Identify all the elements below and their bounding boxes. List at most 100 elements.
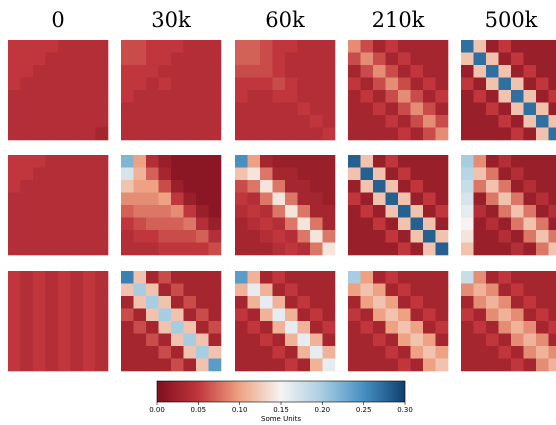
heatmap-cell xyxy=(385,180,399,193)
colorbar-tick-label: 0.00 xyxy=(149,406,165,414)
heatmap-cell xyxy=(285,155,298,168)
heatmap-cell xyxy=(423,90,436,103)
heatmap-cell xyxy=(121,242,134,256)
heatmap-cell xyxy=(310,127,323,141)
heatmap-cell xyxy=(70,358,84,372)
heatmap-cell xyxy=(20,358,34,372)
heatmap-cell xyxy=(58,127,71,141)
heatmap-cell xyxy=(435,358,449,372)
heatmap-cell xyxy=(208,358,222,372)
heatmap-cell xyxy=(83,90,96,103)
heatmap-cell xyxy=(511,127,524,141)
heatmap-cell xyxy=(498,77,512,91)
heatmap-cell xyxy=(511,205,524,218)
heatmap-cell xyxy=(523,230,537,243)
heatmap-cell xyxy=(285,346,298,359)
heatmap-cell xyxy=(83,115,96,128)
heatmap-cell xyxy=(473,127,487,141)
heatmap-cell xyxy=(348,230,361,243)
heatmap-cell xyxy=(8,192,21,206)
heatmap-cell xyxy=(348,167,361,181)
heatmap-cell xyxy=(183,296,197,309)
heatmap-cell xyxy=(548,296,556,309)
heatmap-cell xyxy=(498,90,512,103)
heatmap-cell xyxy=(297,308,311,322)
heatmap-cell xyxy=(385,321,399,334)
heatmap-cell xyxy=(121,102,134,116)
heatmap-cell xyxy=(410,321,424,334)
heatmap-cell xyxy=(8,102,21,116)
heatmap-cell xyxy=(196,192,209,206)
heatmap-cell xyxy=(548,65,556,78)
heatmap-cell xyxy=(297,127,311,141)
heatmap-cell xyxy=(70,217,84,231)
heatmap-cell xyxy=(523,40,537,53)
heatmap-cell xyxy=(171,90,184,103)
heatmap-cell xyxy=(511,52,524,66)
heatmap-cell xyxy=(297,358,311,372)
heatmap-cell xyxy=(498,102,512,116)
heatmap-cell xyxy=(20,283,34,297)
heatmap-cell xyxy=(146,127,159,141)
heatmap-cell xyxy=(423,283,436,297)
heatmap-cell xyxy=(360,167,374,181)
heatmap-cell xyxy=(260,167,273,181)
heatmap-cell xyxy=(8,346,21,359)
heatmap-cell xyxy=(548,155,556,168)
heatmap-cell xyxy=(548,52,556,66)
heatmap-cell xyxy=(398,358,411,372)
heatmap-cell xyxy=(473,333,487,347)
heatmap-cell xyxy=(208,65,222,78)
heatmap-cell xyxy=(272,242,286,256)
heatmap-cell xyxy=(373,271,386,284)
heatmap-cell xyxy=(33,217,46,231)
heatmap-cell xyxy=(121,192,134,206)
heatmap-cell xyxy=(322,271,336,284)
heatmap-cell xyxy=(348,358,361,372)
heatmap-cell xyxy=(20,127,34,141)
heatmap-cell xyxy=(247,230,261,243)
heatmap-cell xyxy=(260,40,273,53)
heatmap-cell xyxy=(58,242,71,256)
heatmap-cell xyxy=(247,346,261,359)
heatmap-cell xyxy=(171,321,184,334)
heatmap-cell xyxy=(297,205,311,218)
heatmap-cell xyxy=(473,102,487,116)
heatmap-cell xyxy=(373,308,386,322)
heatmap-cell xyxy=(348,333,361,347)
heatmap-cell xyxy=(235,192,248,206)
heatmap-cell xyxy=(435,296,449,309)
heatmap-cell xyxy=(373,217,386,231)
heatmap-cell xyxy=(260,155,273,168)
heatmap-cell xyxy=(548,40,556,53)
heatmap-cell xyxy=(260,205,273,218)
heatmap-cell xyxy=(196,40,209,53)
heatmap-cell xyxy=(235,52,248,66)
heatmap-cell xyxy=(196,333,209,347)
column-title: 0 xyxy=(51,8,64,32)
heatmap-cell xyxy=(473,296,487,309)
heatmap-cell xyxy=(473,283,487,297)
heatmap-cell xyxy=(423,271,436,284)
heatmap-cell xyxy=(423,296,436,309)
heatmap-cell xyxy=(171,52,184,66)
heatmap-cell xyxy=(322,333,336,347)
heatmap-cell xyxy=(70,271,84,284)
heatmap-cell xyxy=(33,321,46,334)
heatmap-cell xyxy=(272,77,286,91)
heatmap-cell xyxy=(536,115,549,128)
heatmap-cell xyxy=(95,321,109,334)
heatmap-cell xyxy=(158,242,172,256)
heatmap-cell xyxy=(121,167,134,181)
heatmap-cell xyxy=(523,346,537,359)
heatmap-cell xyxy=(310,217,323,231)
heatmap-cell xyxy=(285,242,298,256)
heatmap-cell xyxy=(272,90,286,103)
heatmap-cell xyxy=(121,308,134,322)
heatmap-cell xyxy=(486,308,499,322)
heatmap-cell xyxy=(398,167,411,181)
heatmap-cell xyxy=(8,155,21,168)
heatmap-cell xyxy=(360,321,374,334)
heatmap-cell xyxy=(410,308,424,322)
heatmap-cell xyxy=(285,230,298,243)
